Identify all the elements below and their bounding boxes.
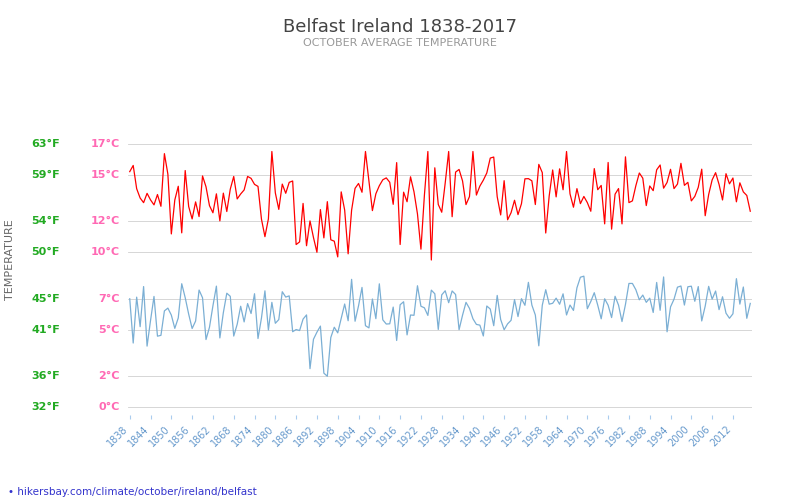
Text: OCTOBER AVERAGE TEMPERATURE: OCTOBER AVERAGE TEMPERATURE: [303, 38, 497, 48]
Text: 5°C: 5°C: [98, 325, 120, 335]
Text: 63°F: 63°F: [31, 138, 60, 149]
Text: • hikersbay.com/climate/october/ireland/belfast: • hikersbay.com/climate/october/ireland/…: [8, 487, 257, 497]
Text: 12°C: 12°C: [90, 216, 120, 226]
Text: 7°C: 7°C: [98, 294, 120, 304]
Text: 59°F: 59°F: [31, 170, 60, 180]
Text: 15°C: 15°C: [91, 170, 120, 180]
Text: 36°F: 36°F: [31, 371, 60, 381]
Text: 50°F: 50°F: [32, 247, 60, 257]
Text: TEMPERATURE: TEMPERATURE: [5, 220, 14, 300]
Text: 45°F: 45°F: [31, 294, 60, 304]
Text: 2°C: 2°C: [98, 371, 120, 381]
Text: 17°C: 17°C: [90, 138, 120, 149]
Text: 41°F: 41°F: [31, 325, 60, 335]
Text: Belfast Ireland 1838-2017: Belfast Ireland 1838-2017: [283, 18, 517, 36]
Text: 54°F: 54°F: [31, 216, 60, 226]
Text: 0°C: 0°C: [98, 402, 120, 412]
Text: 32°F: 32°F: [31, 402, 60, 412]
Text: 10°C: 10°C: [91, 247, 120, 257]
